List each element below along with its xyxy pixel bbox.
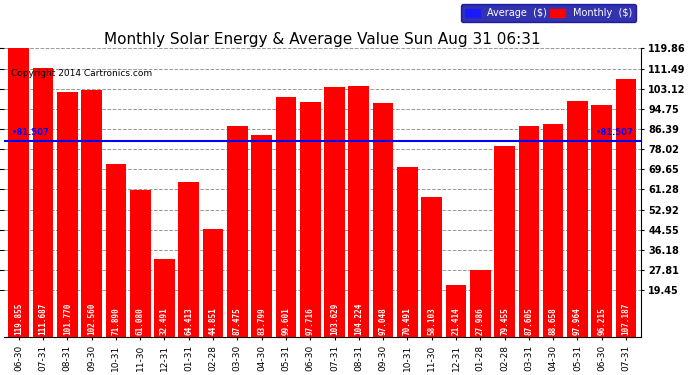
Text: 97.716: 97.716 bbox=[306, 307, 315, 334]
Text: 27.986: 27.986 bbox=[475, 307, 485, 334]
Bar bbox=[203, 229, 224, 337]
Bar bbox=[106, 164, 126, 337]
Bar bbox=[227, 126, 248, 337]
Text: Copyright 2014 Cartronics.com: Copyright 2014 Cartronics.com bbox=[10, 69, 152, 78]
Text: 107.187: 107.187 bbox=[622, 302, 631, 334]
Bar bbox=[615, 79, 636, 337]
Bar bbox=[518, 126, 539, 337]
Text: 119.855: 119.855 bbox=[14, 302, 23, 334]
Text: 102.560: 102.560 bbox=[87, 302, 96, 334]
Text: 64.413: 64.413 bbox=[184, 307, 193, 334]
Text: 71.890: 71.890 bbox=[111, 307, 120, 334]
Text: 97.964: 97.964 bbox=[573, 307, 582, 334]
Bar bbox=[543, 123, 564, 337]
Bar bbox=[57, 92, 78, 337]
Bar bbox=[324, 87, 345, 337]
Text: 96.215: 96.215 bbox=[598, 307, 607, 334]
Bar bbox=[275, 97, 296, 337]
Bar bbox=[494, 146, 515, 337]
Text: 97.048: 97.048 bbox=[379, 307, 388, 334]
Text: 111.687: 111.687 bbox=[39, 302, 48, 334]
Text: 88.658: 88.658 bbox=[549, 307, 558, 334]
Text: •81.507: •81.507 bbox=[12, 128, 49, 137]
Text: 87.605: 87.605 bbox=[524, 307, 533, 334]
Bar bbox=[591, 105, 612, 337]
Text: 58.103: 58.103 bbox=[427, 307, 436, 334]
Title: Monthly Solar Energy & Average Value Sun Aug 31 06:31: Monthly Solar Energy & Average Value Sun… bbox=[104, 32, 541, 47]
Bar bbox=[154, 259, 175, 337]
Bar bbox=[81, 90, 102, 337]
Bar bbox=[179, 182, 199, 337]
Text: 79.455: 79.455 bbox=[500, 307, 509, 334]
Bar bbox=[300, 102, 321, 337]
Text: •81.507: •81.507 bbox=[595, 128, 633, 137]
Text: 44.851: 44.851 bbox=[208, 307, 217, 334]
Bar bbox=[373, 103, 393, 337]
Bar bbox=[446, 285, 466, 337]
Text: 103.629: 103.629 bbox=[330, 302, 339, 334]
Bar bbox=[32, 68, 53, 337]
Bar bbox=[8, 48, 29, 337]
Bar bbox=[348, 86, 369, 337]
Bar bbox=[470, 270, 491, 337]
Bar bbox=[422, 197, 442, 337]
Text: 70.491: 70.491 bbox=[403, 307, 412, 334]
Text: 104.224: 104.224 bbox=[354, 302, 364, 334]
Bar bbox=[397, 167, 417, 337]
Bar bbox=[567, 101, 588, 337]
Text: 21.414: 21.414 bbox=[451, 307, 460, 334]
Legend: Average  ($), Monthly  ($): Average ($), Monthly ($) bbox=[461, 4, 635, 22]
Text: 61.080: 61.080 bbox=[136, 307, 145, 334]
Text: 101.770: 101.770 bbox=[63, 302, 72, 334]
Text: 87.475: 87.475 bbox=[233, 307, 242, 334]
Text: 99.601: 99.601 bbox=[282, 307, 290, 334]
Text: 83.799: 83.799 bbox=[257, 307, 266, 334]
Bar bbox=[130, 190, 150, 337]
Bar bbox=[251, 135, 272, 337]
Text: 32.491: 32.491 bbox=[160, 307, 169, 334]
